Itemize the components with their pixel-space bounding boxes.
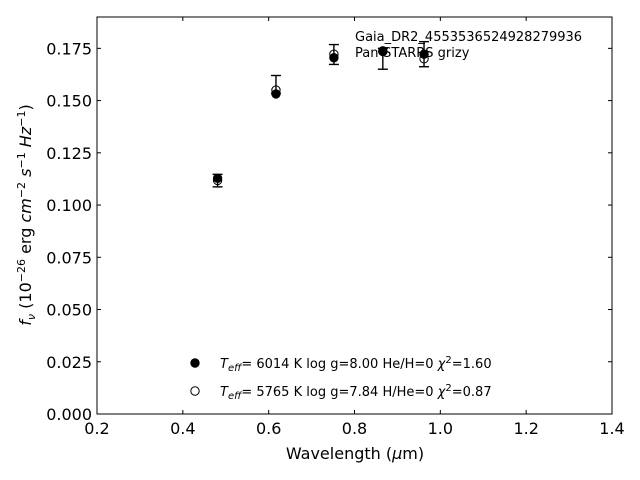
annotation-line-2: Pan-STARRS grizy: [355, 46, 470, 61]
x-axis-ticks: 0.2 0.4 0.6 0.8 1.0 1.2 1.4: [84, 17, 625, 438]
y-tick-label: 0.175: [46, 39, 92, 58]
legend-marker-open: [190, 386, 200, 396]
y-tick-label: 0.150: [46, 92, 92, 111]
x-tick-label: 0.8: [342, 419, 367, 438]
y-axis-ticks: 0.000 0.025 0.050 0.075 0.100 0.125 0.150 0.175: [46, 39, 612, 424]
legend-entry-2: Teff= 5765 K log g=7.84 H/He=0 χ2=0.87: [220, 383, 492, 402]
legend-entry-1: Teff= 6014 K log g=8.00 He/H=0 χ2=1.60: [220, 355, 492, 374]
annotation-line-1: Gaia_DR2_4553536524928279936: [355, 30, 582, 45]
open-model-point: [329, 49, 339, 59]
open-model-point: [271, 85, 281, 95]
x-tick-label: 0.2: [84, 419, 109, 438]
y-tick-label: 0.125: [46, 144, 92, 163]
x-tick-label: 1.2: [513, 419, 538, 438]
legend: Teff= 6014 K log g=8.00 He/H=0 χ2=1.60 T…: [190, 355, 492, 402]
y-tick-label: 0.000: [46, 405, 92, 424]
y-tick-label: 0.025: [46, 353, 92, 372]
x-tick-label: 0.4: [170, 419, 195, 438]
y-tick-label: 0.100: [46, 196, 92, 215]
x-tick-label: 0.6: [256, 419, 281, 438]
x-axis-label: Wavelength (μm): [286, 444, 424, 463]
y-tick-label: 0.075: [46, 248, 92, 267]
y-tick-label: 0.050: [46, 301, 92, 320]
open-model-point: [378, 46, 388, 56]
open-model-point: [419, 54, 429, 64]
y-axis-label: fν (10−26 erg cm−2 s−1 Hz−1): [15, 104, 38, 325]
data-markers: [212, 46, 429, 186]
open-model-point: [212, 175, 223, 186]
x-tick-label: 1.4: [599, 419, 624, 438]
error-bars: [212, 40, 430, 188]
filled-model-point: [329, 53, 339, 63]
legend-marker-filled: [190, 358, 200, 368]
x-tick-label: 1.0: [428, 419, 453, 438]
plot-frame: [96, 16, 613, 415]
